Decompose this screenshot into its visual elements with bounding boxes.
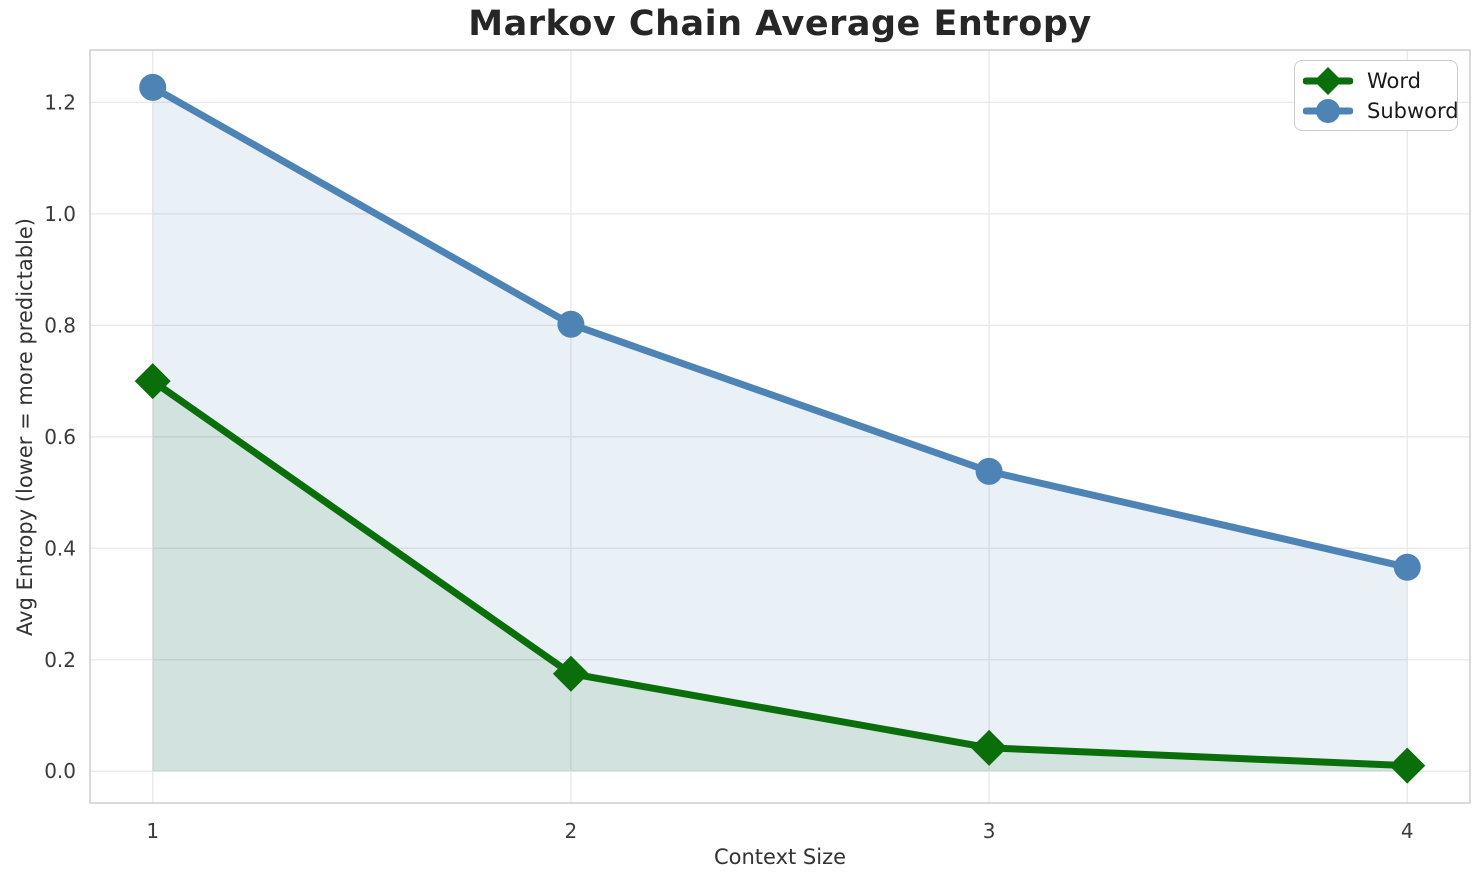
legend-item-subword: Subword: [1303, 96, 1459, 126]
legend-label-subword: Subword: [1367, 98, 1459, 123]
word-legend-marker-icon: [1303, 67, 1353, 95]
subword-legend-marker: [1316, 99, 1340, 123]
word-marker: [1389, 747, 1426, 784]
y-tick-label: 0.2: [44, 648, 76, 672]
chart-title: Markov Chain Average Entropy: [468, 4, 1092, 44]
subword-marker: [139, 73, 167, 101]
word-fill-area: [152, 381, 1408, 772]
subword-line: [149, 83, 1411, 571]
y-tick-label: 0.6: [44, 425, 76, 449]
x-axis-label: Context Size: [713, 845, 847, 869]
x-tick-label: 3: [983, 819, 996, 843]
subword-legend-marker-icon: [1303, 99, 1353, 123]
y-tick-label: 1.2: [44, 90, 76, 114]
x-tick-label: 2: [565, 819, 578, 843]
word-marker: [134, 363, 171, 400]
y-tick-label: 0.0: [44, 759, 76, 783]
legend: Word Subword: [1294, 60, 1459, 131]
word-legend-marker: [1314, 67, 1342, 95]
subword-marker: [557, 310, 585, 338]
x-tick-label: 4: [1401, 819, 1414, 843]
word-line: [149, 377, 1411, 770]
legend-label-word: Word: [1367, 68, 1421, 93]
x-tick-label: 1: [146, 819, 159, 843]
plot-border: [89, 49, 1471, 804]
y-tick-label: 1.0: [44, 202, 76, 226]
legend-item-word: Word: [1303, 66, 1449, 96]
subword-marker: [975, 457, 1003, 485]
y-tick-label: 0.4: [44, 536, 76, 560]
word-marker: [971, 729, 1008, 766]
word-marker: [552, 655, 589, 692]
y-tick-label: 0.8: [44, 313, 76, 337]
subword-marker: [1393, 553, 1421, 581]
